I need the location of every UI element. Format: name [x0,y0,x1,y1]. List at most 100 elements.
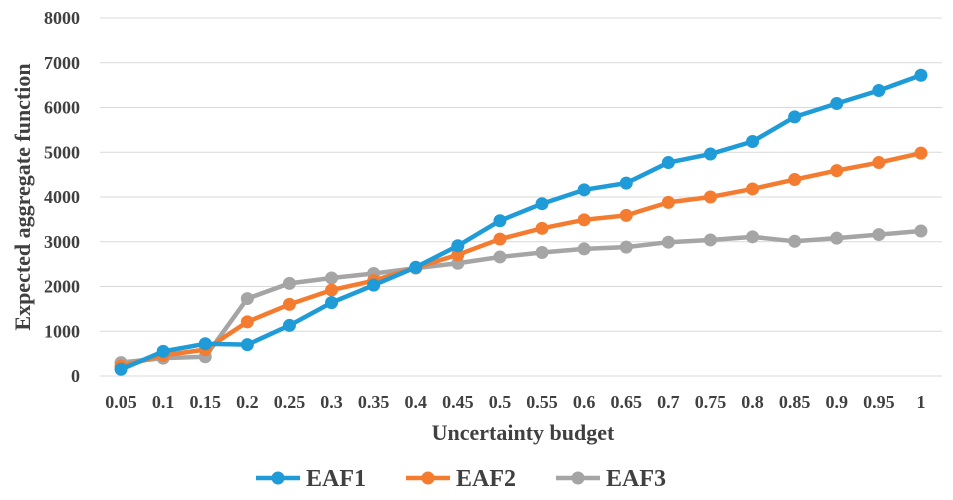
x-tick-label: 0.4 [405,392,428,412]
data-point [240,338,254,352]
y-tick-label: 1000 [44,321,80,341]
y-tick-label: 7000 [44,53,80,73]
data-point [746,135,760,149]
data-point [703,147,717,161]
y-axis-title: Expected aggregate function [10,63,35,330]
x-tick-label: 0.6 [573,392,596,412]
y-tick-label: 6000 [44,98,80,118]
legend-swatch-marker [271,471,285,485]
data-point [325,271,339,285]
data-point [619,176,633,190]
data-point [619,240,633,254]
y-tick-label: 8000 [44,8,80,28]
y-axis-ticks: 0 1000 2000 3000 4000 5000 6000 7000 8000 [44,8,80,386]
data-point [577,242,591,256]
x-tick-label: 0.35 [358,392,390,412]
data-point [872,156,886,170]
data-point [788,173,802,187]
y-tick-label: 2000 [44,277,80,297]
data-point [240,292,254,306]
x-tick-label: 0.95 [863,392,895,412]
series-line [118,150,924,369]
legend-swatch-marker [421,471,435,485]
y-tick-label: 0 [71,366,80,386]
series-line [118,228,924,365]
x-tick-label: 0.45 [442,392,474,412]
x-tick-label: 0.25 [274,392,306,412]
legend-item-eaf2: EAF2 [406,466,516,492]
x-tick-label: 0.05 [105,392,137,412]
legend: EAF1 EAF2 EAF3 [256,466,666,492]
data-point [451,239,465,253]
legend-label: EAF3 [606,466,666,492]
legend-item-eaf1: EAF1 [256,466,366,492]
data-point [914,68,928,82]
x-tick-label: 0.55 [526,392,558,412]
data-point [493,250,507,264]
x-tick-label: 0.85 [779,392,811,412]
series-line [118,73,924,372]
data-point [282,297,296,311]
legend-swatch-marker [571,471,585,485]
data-point [703,233,717,247]
data-point [367,278,381,292]
x-tick-label: 0.3 [320,392,343,412]
data-point [661,156,675,170]
data-point [788,234,802,248]
data-point [914,224,928,238]
data-point [746,230,760,244]
data-point [703,190,717,204]
x-tick-label: 0.15 [190,392,222,412]
data-point [451,248,465,262]
data-point [493,232,507,246]
data-point [493,214,507,228]
y-tick-label: 4000 [44,187,80,207]
data-point [830,164,844,178]
data-point [282,318,296,332]
data-point [830,96,844,110]
data-point [661,235,675,249]
x-tick-label: 0.9 [826,392,849,412]
x-tick-label: 0.7 [657,392,680,412]
data-point [535,221,549,235]
data-point [535,245,549,259]
data-point [409,260,423,274]
data-point [788,110,802,124]
data-point [577,183,591,197]
x-tick-label: 0.8 [741,392,764,412]
data-point [282,276,296,290]
series-lines [114,68,928,376]
data-point [198,337,212,351]
legend-item-eaf3: EAF3 [556,466,666,492]
x-tick-label: 0.2 [236,392,259,412]
x-tick-label: 1 [916,392,925,412]
data-point [535,197,549,211]
data-point [830,231,844,245]
series-eaf1 [114,68,928,376]
legend-label: EAF1 [306,466,366,492]
data-point [156,344,170,358]
x-axis-ticks: 0.05 0.1 0.15 0.2 0.25 0.3 0.35 0.4 0.45 0.5 0.55 0… [105,392,925,412]
data-point [240,315,254,329]
data-point [872,228,886,242]
data-point [325,296,339,310]
data-point [325,283,339,297]
series-eaf2 [114,146,928,373]
y-tick-label: 3000 [44,232,80,252]
legend-label: EAF2 [456,466,516,492]
data-point [114,362,128,376]
data-point [619,208,633,222]
y-tick-label: 5000 [44,142,80,162]
x-axis-title: Uncertainty budget [432,420,615,445]
x-tick-label: 0.65 [611,392,643,412]
data-point [746,182,760,196]
data-point [661,195,675,209]
data-point [914,146,928,160]
data-point [872,83,886,97]
x-tick-label: 0.5 [489,392,512,412]
x-tick-label: 0.75 [695,392,727,412]
series-eaf3 [114,224,928,370]
x-tick-label: 0.1 [152,392,175,412]
data-point [577,213,591,227]
